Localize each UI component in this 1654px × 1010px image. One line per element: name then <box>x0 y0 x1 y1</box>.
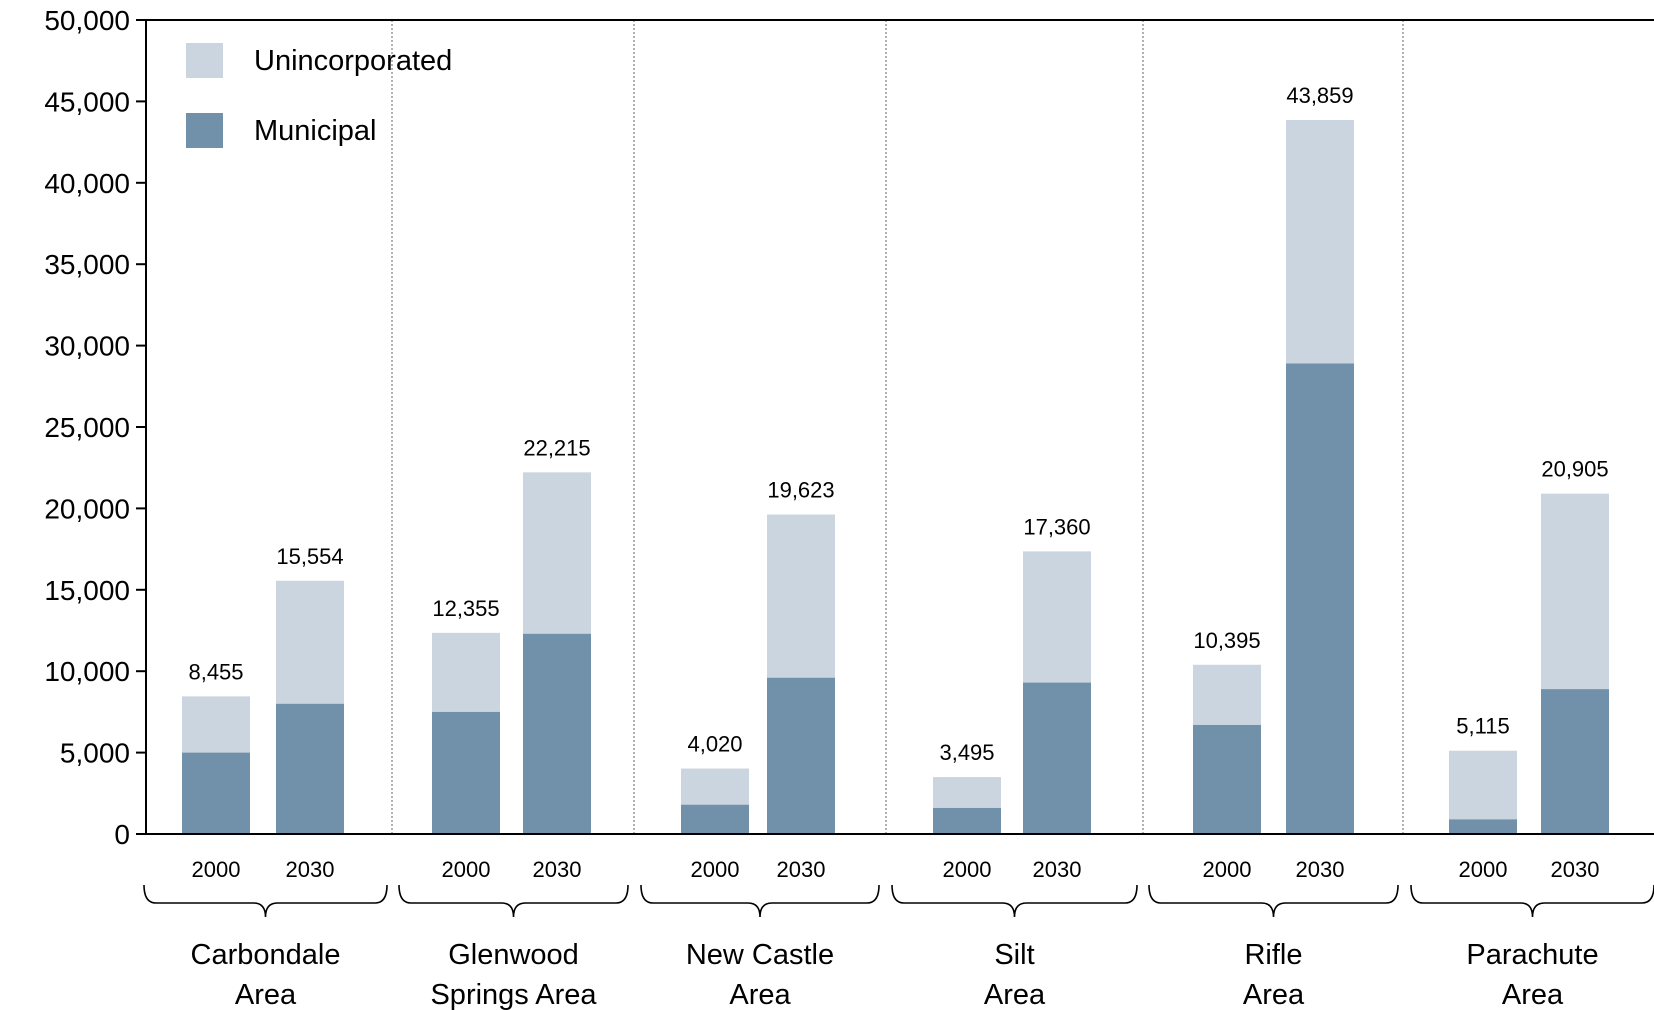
y-tick-label: 5,000 <box>60 738 130 769</box>
x-tick-label-year: 2030 <box>1551 857 1600 882</box>
bar-municipal <box>1023 682 1091 834</box>
bar-total-label: 20,905 <box>1541 457 1608 482</box>
bar-municipal <box>523 633 591 834</box>
legend-swatch <box>186 43 223 78</box>
legend-label: Municipal <box>254 115 377 147</box>
y-tick-label: 50,000 <box>44 5 130 36</box>
bar-municipal <box>432 711 500 834</box>
bar-unincorporated <box>182 696 250 753</box>
x-tick-label-year: 2000 <box>442 857 491 882</box>
x-tick-label-year: 2000 <box>691 857 740 882</box>
bar-municipal <box>1193 724 1261 834</box>
bar-municipal <box>767 677 835 834</box>
y-tick-label: 30,000 <box>44 331 130 362</box>
x-group-label: Springs Area <box>430 979 597 1010</box>
x-tick-label-year: 2000 <box>1459 857 1508 882</box>
bar-total-label: 5,115 <box>1456 714 1509 739</box>
bar-total-label: 43,859 <box>1286 83 1353 108</box>
x-group-label: Glenwood <box>448 939 579 971</box>
x-tick-label-year: 2030 <box>777 857 826 882</box>
x-group-label: Carbondale <box>191 939 341 971</box>
x-group-label: New Castle <box>686 939 834 971</box>
x-tick-label-year: 2030 <box>1296 857 1345 882</box>
x-tick-label-year: 2030 <box>533 857 582 882</box>
x-group-label: Area <box>235 979 297 1010</box>
y-tick-label: 25,000 <box>44 412 130 443</box>
x-tick-label-year: 2030 <box>286 857 335 882</box>
bar-series: 8,455 15,554 12,355 22,215 4,020 19,623 3,495 1… <box>182 83 1609 834</box>
group-brace <box>398 884 629 918</box>
y-tick-label: 0 <box>114 819 130 850</box>
bar-unincorporated <box>767 514 835 678</box>
x-group-label: Area <box>1502 979 1564 1010</box>
bar-municipal <box>681 804 749 834</box>
bar-total-label: 19,623 <box>767 478 834 503</box>
bar-municipal <box>182 752 250 834</box>
x-group-label: Silt <box>994 939 1034 971</box>
bar-unincorporated <box>1541 493 1609 690</box>
group-brace <box>143 884 388 918</box>
group-brace <box>640 884 880 918</box>
bar-municipal <box>1449 819 1517 834</box>
bar-municipal <box>276 703 344 834</box>
legend-label: Unincorporated <box>254 45 452 77</box>
y-axis-ticks: 0 5,000 10,000 15,000 20,000 25,000 30,000 35,0… <box>44 5 146 850</box>
x-group-label: Area <box>1243 979 1305 1010</box>
bar-unincorporated <box>933 777 1001 808</box>
group-brace <box>1410 884 1654 918</box>
group-brace <box>1148 884 1399 918</box>
x-tick-label-year: 2000 <box>943 857 992 882</box>
y-tick-label: 20,000 <box>44 493 130 524</box>
bar-municipal <box>933 807 1001 834</box>
x-group-label: Area <box>984 979 1046 1010</box>
legend: Unincorporated Municipal <box>186 43 452 148</box>
y-tick-label: 10,000 <box>44 656 130 687</box>
bar-unincorporated <box>276 580 344 704</box>
x-group-label: Area <box>729 979 791 1010</box>
x-tick-label-year: 2000 <box>192 857 241 882</box>
bar-unincorporated <box>1286 119 1354 364</box>
bar-unincorporated <box>681 768 749 805</box>
x-tick-label-year: 2000 <box>1203 857 1252 882</box>
bar-total-label: 15,554 <box>276 544 343 569</box>
x-group-label: Rifle <box>1244 939 1302 971</box>
y-tick-label: 35,000 <box>44 249 130 280</box>
y-tick-label: 45,000 <box>44 86 130 117</box>
x-axis-labels: 2000 2030 2000 2030 2000 2030 2000 2030 2000 2030… <box>143 857 1654 1010</box>
y-tick-label: 15,000 <box>44 575 130 606</box>
bar-total-label: 3,495 <box>939 740 994 765</box>
bar-unincorporated <box>1449 750 1517 820</box>
bar-unincorporated <box>1023 551 1091 683</box>
bar-total-label: 17,360 <box>1023 514 1090 539</box>
bar-unincorporated <box>432 632 500 712</box>
bar-unincorporated <box>1193 664 1261 725</box>
bar-unincorporated <box>523 472 591 634</box>
bar-total-label: 10,395 <box>1193 628 1260 653</box>
group-brace <box>891 884 1138 918</box>
bar-municipal <box>1541 689 1609 834</box>
bar-total-label: 22,215 <box>523 435 590 460</box>
bar-municipal <box>1286 363 1354 834</box>
y-tick-label: 40,000 <box>44 168 130 199</box>
bar-total-label: 8,455 <box>188 659 243 684</box>
legend-swatch <box>186 113 223 148</box>
x-group-label: Parachute <box>1466 939 1598 971</box>
bar-total-label: 12,355 <box>432 596 499 621</box>
bar-total-label: 4,020 <box>687 732 742 757</box>
x-tick-label-year: 2030 <box>1033 857 1082 882</box>
